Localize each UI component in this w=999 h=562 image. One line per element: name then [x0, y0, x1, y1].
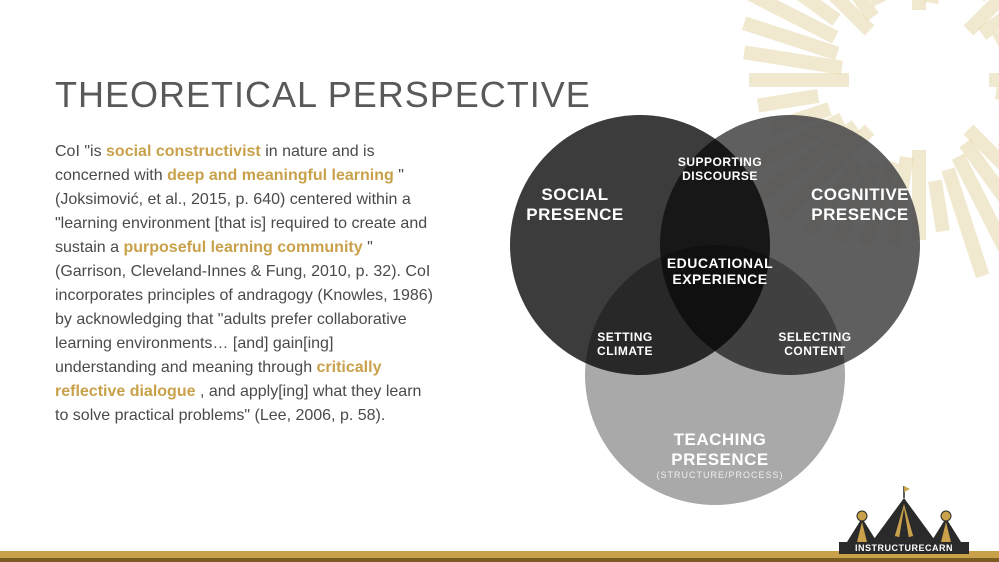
label-line: SOCIAL: [541, 185, 608, 204]
venn-diagram: SOCIAL PRESENCE COGNITIVE PRESENCE TEACH…: [480, 95, 950, 535]
label-line: CLIMATE: [597, 344, 653, 358]
svg-text:INSTRUCTURECARN: INSTRUCTURECARN: [855, 543, 953, 553]
label-line: COGNITIVE: [811, 185, 909, 204]
slide: THEORETICAL PERSPECTIVE CoI "is social c…: [0, 0, 999, 562]
label-line: PRESENCE: [526, 205, 624, 224]
label-line: SUPPORTING: [678, 155, 762, 169]
label-line: CONTENT: [784, 344, 846, 358]
label-line: EXPERIENCE: [672, 271, 767, 287]
label-line: PRESENCE: [671, 450, 769, 469]
instructurecarn-logo: INSTRUCTURECARN: [839, 484, 969, 554]
venn-label-cognitive: COGNITIVE PRESENCE: [795, 185, 925, 225]
highlight: deep and meaningful learning: [167, 167, 394, 184]
venn-label-left: SETTING CLIMATE: [585, 330, 665, 358]
venn-label-top: SUPPORTING DISCOURSE: [675, 155, 765, 183]
venn-label-center: EDUCATIONAL EXPERIENCE: [665, 255, 775, 287]
label-line: SETTING: [597, 330, 653, 344]
label-line: PRESENCE: [811, 205, 909, 224]
highlight: social constructivist: [106, 143, 261, 160]
label-line: TEACHING: [674, 430, 767, 449]
highlight: purposeful learning community: [123, 239, 362, 256]
body-paragraph: CoI "is social constructivist in nature …: [55, 140, 435, 428]
venn-label-social: SOCIAL PRESENCE: [515, 185, 635, 225]
text-run: CoI "is: [55, 143, 106, 160]
label-line: DISCOURSE: [682, 169, 758, 183]
label-line: SELECTING: [778, 330, 851, 344]
label-line: EDUCATIONAL: [667, 255, 773, 271]
label-sub: (STRUCTURE/PROCESS): [645, 470, 795, 480]
venn-label-teaching: TEACHING PRESENCE (STRUCTURE/PROCESS): [645, 430, 795, 480]
text-run: " (Garrison, Cleveland-Innes & Fung, 201…: [55, 239, 433, 376]
venn-label-right: SELECTING CONTENT: [770, 330, 860, 358]
